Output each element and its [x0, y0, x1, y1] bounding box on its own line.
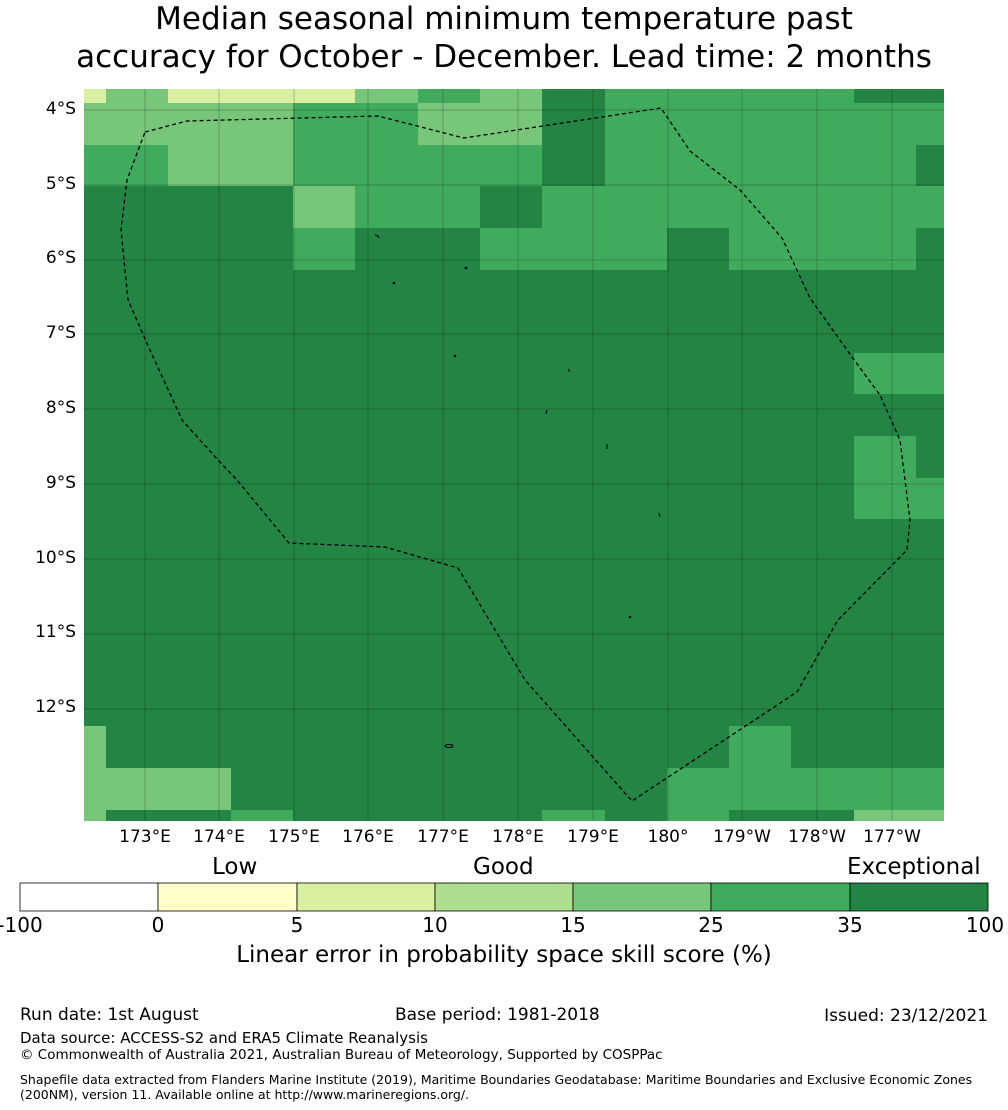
grid-cell	[854, 436, 916, 519]
lat-label: 11°S	[35, 622, 76, 642]
grid-cell	[729, 228, 916, 270]
lat-label: 9°S	[45, 473, 76, 493]
colorbar-category-low: Low	[212, 854, 258, 880]
grid-cell	[418, 89, 480, 103]
lat-label: 7°S	[45, 323, 76, 343]
grid-cell	[542, 186, 944, 228]
lat-label: 6°S	[45, 248, 76, 268]
island-mark	[545, 409, 548, 415]
grid-cell	[605, 89, 854, 103]
colorbar-tick: 100	[965, 913, 1005, 937]
skill-score-grid	[84, 89, 944, 821]
grid-cell	[729, 726, 791, 768]
grid-cell	[231, 810, 293, 821]
island-markers	[374, 234, 661, 748]
colorbar-segment	[19, 882, 159, 912]
grid-cell	[667, 810, 729, 821]
colorbar	[19, 882, 989, 912]
lon-label: 179°W	[713, 827, 771, 847]
colorbar-segment	[296, 882, 436, 912]
grid-cell	[84, 145, 168, 186]
shapefile-credit: Shapefile data extracted from Flanders M…	[20, 1072, 973, 1102]
grid-cell	[605, 103, 944, 145]
colorbar-tick: 0	[151, 913, 165, 937]
map-title: Median seasonal minimum temperature past…	[0, 0, 1008, 76]
lat-label: 5°S	[45, 174, 76, 194]
colorbar-segment	[572, 882, 712, 912]
island-mark	[464, 266, 468, 270]
lon-label: 180°	[647, 827, 689, 847]
grid-cell	[480, 89, 542, 103]
lon-label: 178°W	[788, 827, 846, 847]
data-source: Data source: ACCESS-S2 and ERA5 Climate …	[20, 1029, 428, 1047]
colorbar-tick: 10	[422, 913, 448, 937]
lon-label: 177°W	[863, 827, 921, 847]
lat-label: 10°S	[35, 548, 76, 568]
island-mark	[444, 744, 454, 748]
colorbar-tick: 15	[560, 913, 586, 937]
lat-label: 4°S	[45, 99, 76, 119]
island-mark	[567, 368, 571, 373]
grid-cell	[854, 353, 944, 394]
colorbar-tick: 5	[290, 913, 304, 937]
colorbar-segment	[849, 882, 989, 912]
grid-cell	[84, 768, 231, 810]
grid-cell	[84, 103, 293, 145]
grid-cell	[84, 810, 106, 821]
grid-cell	[84, 726, 106, 768]
grid-cell	[293, 186, 355, 228]
lon-label: 174°E	[193, 827, 245, 847]
lon-label: 176°E	[342, 827, 394, 847]
lon-label: 175°E	[268, 827, 320, 847]
grid-cell	[106, 89, 168, 103]
colorbar-tick: -100	[0, 913, 43, 937]
colorbar-segment	[434, 882, 574, 912]
colorbar-tick: 35	[837, 913, 863, 937]
island-mark	[392, 281, 396, 285]
run-date: Run date: 1st August	[20, 1005, 199, 1025]
grid-cell	[605, 145, 916, 186]
colorbar-tick: 25	[698, 913, 724, 937]
title-line-2: accuracy for October - December. Lead ti…	[76, 39, 932, 75]
island-mark	[628, 615, 632, 619]
lon-label: 179°E	[567, 827, 619, 847]
issued-date: Issued: 23/12/2021	[824, 1006, 988, 1026]
title-line-1: Median seasonal minimum temperature past	[155, 1, 853, 37]
lat-label: 8°S	[45, 398, 76, 418]
grid-cell	[293, 103, 418, 145]
eez-boundary	[120, 107, 911, 802]
lon-label: 178°E	[492, 827, 544, 847]
island-mark	[374, 234, 380, 239]
island-mark	[658, 512, 661, 518]
lon-label: 173°E	[119, 827, 171, 847]
grid-cell	[355, 89, 418, 103]
colorbar-segment	[710, 882, 851, 912]
island-mark	[453, 354, 457, 358]
colorbar-segment	[157, 882, 298, 912]
copyright: © Commonwealth of Australia 2021, Austra…	[20, 1047, 663, 1063]
grid-cell	[542, 810, 605, 821]
grid-cell	[293, 145, 542, 186]
colorbar-category-exceptional: Exceptional	[847, 854, 981, 880]
base-period: Base period: 1981-2018	[395, 1005, 600, 1025]
grid-cell	[480, 228, 667, 270]
grid-cell	[916, 478, 944, 519]
graticule	[84, 89, 944, 821]
grid-cell	[168, 89, 355, 103]
grid-cell	[854, 810, 944, 821]
grid-cell	[168, 145, 293, 186]
colorbar-label: Linear error in probability space skill …	[236, 942, 772, 968]
grid-cell	[418, 103, 542, 145]
grid-cell	[667, 768, 944, 810]
colorbar-category-good: Good	[473, 854, 534, 880]
grid-cell	[84, 89, 106, 103]
lat-label: 12°S	[35, 697, 76, 717]
grid-cell	[293, 228, 355, 270]
grid-cell	[355, 186, 480, 228]
lon-label: 177°E	[417, 827, 469, 847]
